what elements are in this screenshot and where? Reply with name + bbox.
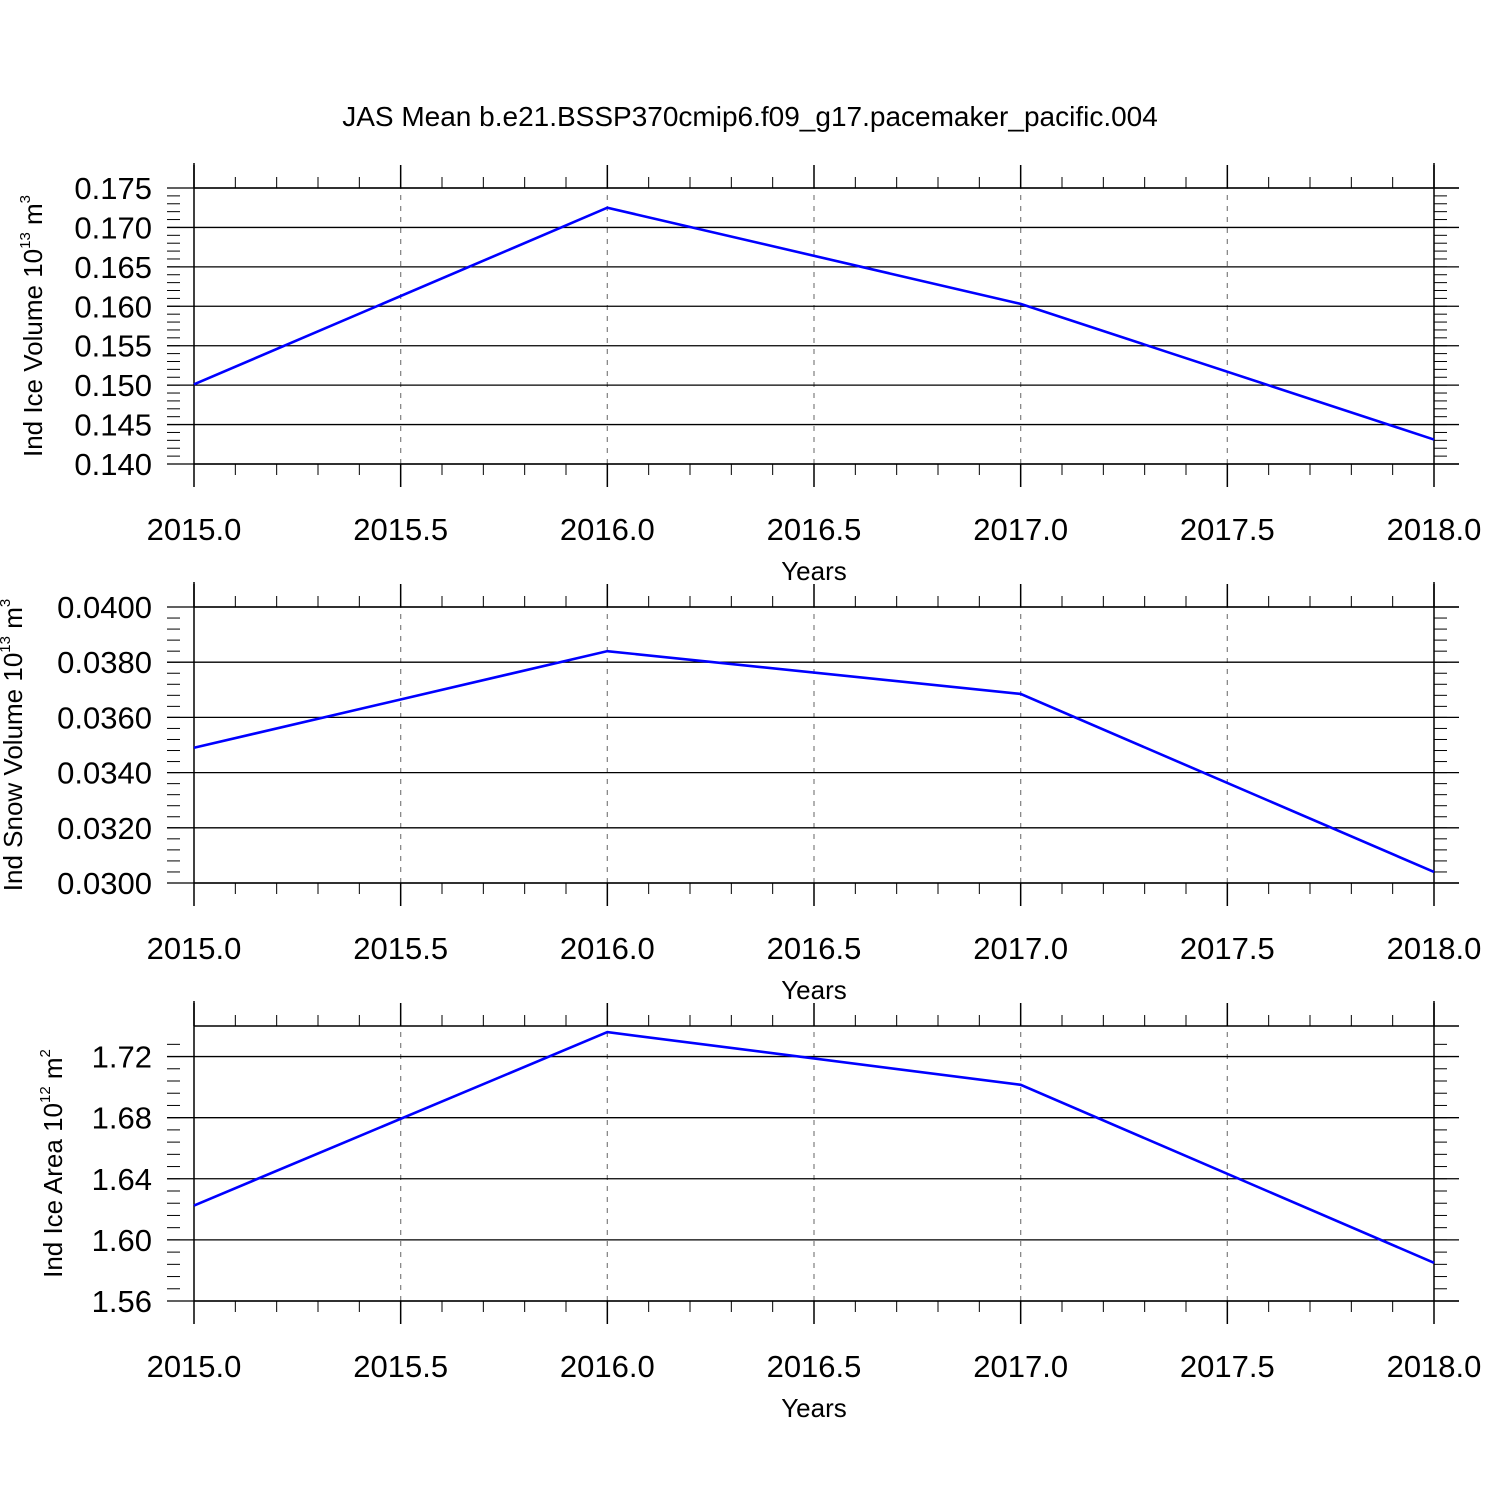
x-tick-label: 2015.5 bbox=[353, 1349, 448, 1384]
x-tick-label: 2016.0 bbox=[560, 512, 655, 547]
x-tick-label: 2015.0 bbox=[147, 931, 242, 966]
y-tick-label: 0.0340 bbox=[57, 756, 152, 791]
x-axis-label: Years bbox=[781, 556, 847, 586]
x-tick-label: 2016.0 bbox=[560, 1349, 655, 1384]
y-tick-label: 1.60 bbox=[92, 1223, 152, 1258]
x-tick-label: 2017.5 bbox=[1180, 1349, 1275, 1384]
y-axis-label: Ind Ice Volume 1013 m3 bbox=[17, 195, 48, 457]
x-tick-label: 2016.5 bbox=[767, 931, 862, 966]
y-axis-label: Ind Snow Volume 1013 m3 bbox=[0, 599, 28, 891]
x-tick-label: 2015.5 bbox=[353, 931, 448, 966]
y-tick-label: 0.140 bbox=[74, 447, 152, 482]
x-tick-label: 2017.0 bbox=[973, 512, 1068, 547]
x-tick-label: 2017.0 bbox=[973, 931, 1068, 966]
y-tick-label: 0.0380 bbox=[57, 645, 152, 680]
plot-panel-1: 0.140 0.145 0.150 0.155 0.160 0.165 0.170 0.175… bbox=[17, 163, 1481, 586]
y-axis-label: Ind Ice Area 1012 m2 bbox=[37, 1049, 68, 1278]
y-tick-label: 0.150 bbox=[74, 368, 152, 403]
y-tick-label: 0.160 bbox=[74, 289, 152, 324]
x-tick-label: 2015.0 bbox=[147, 512, 242, 547]
x-tick-label: 2016.5 bbox=[767, 512, 862, 547]
y-tick-label: 0.145 bbox=[74, 408, 152, 443]
y-tick-label: 0.0360 bbox=[57, 700, 152, 735]
y-tick-label: 0.155 bbox=[74, 329, 152, 364]
x-tick-label: 2015.5 bbox=[353, 512, 448, 547]
x-tick-label: 2017.5 bbox=[1180, 931, 1275, 966]
y-tick-label: 0.175 bbox=[74, 171, 152, 206]
y-tick-label: 1.64 bbox=[92, 1162, 152, 1197]
plot-panel-2: 0.0300 0.0320 0.0340 0.0360 0.0380 0.0400 2015… bbox=[0, 582, 1481, 1005]
x-tick-label: 2018.0 bbox=[1387, 1349, 1482, 1384]
x-tick-label: 2016.5 bbox=[767, 1349, 862, 1384]
x-tick-label: 2016.0 bbox=[560, 931, 655, 966]
y-tick-label: 0.0400 bbox=[57, 590, 152, 625]
y-tick-label: 1.72 bbox=[92, 1040, 152, 1075]
y-tick-label: 0.0320 bbox=[57, 811, 152, 846]
y-tick-label: 0.165 bbox=[74, 250, 152, 285]
x-tick-label: 2017.0 bbox=[973, 1349, 1068, 1384]
y-tick-label: 1.56 bbox=[92, 1284, 152, 1319]
x-tick-label: 2018.0 bbox=[1387, 512, 1482, 547]
series-line-1 bbox=[193, 1030, 1435, 1264]
y-tick-label: 0.0300 bbox=[57, 866, 152, 901]
chart-title: JAS Mean b.e21.BSSP370cmip6.f09_g17.pace… bbox=[342, 101, 1158, 132]
y-tick-label: 1.68 bbox=[92, 1101, 152, 1136]
series-line-1 bbox=[193, 206, 1435, 441]
x-axis-label: Years bbox=[781, 975, 847, 1005]
x-tick-label: 2018.0 bbox=[1387, 931, 1482, 966]
y-tick-label: 0.170 bbox=[74, 210, 152, 245]
plot-panel-3: 1.56 1.60 1.64 1.68 1.72 2015.0 2015.5 2016.0 20… bbox=[37, 1001, 1481, 1423]
x-tick-label: 2015.0 bbox=[147, 1349, 242, 1384]
x-tick-label: 2017.5 bbox=[1180, 512, 1275, 547]
series-line-1 bbox=[193, 649, 1435, 874]
x-axis-label: Years bbox=[781, 1393, 847, 1423]
